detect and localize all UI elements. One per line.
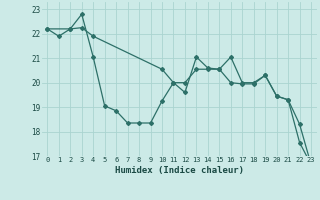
- X-axis label: Humidex (Indice chaleur): Humidex (Indice chaleur): [115, 166, 244, 175]
